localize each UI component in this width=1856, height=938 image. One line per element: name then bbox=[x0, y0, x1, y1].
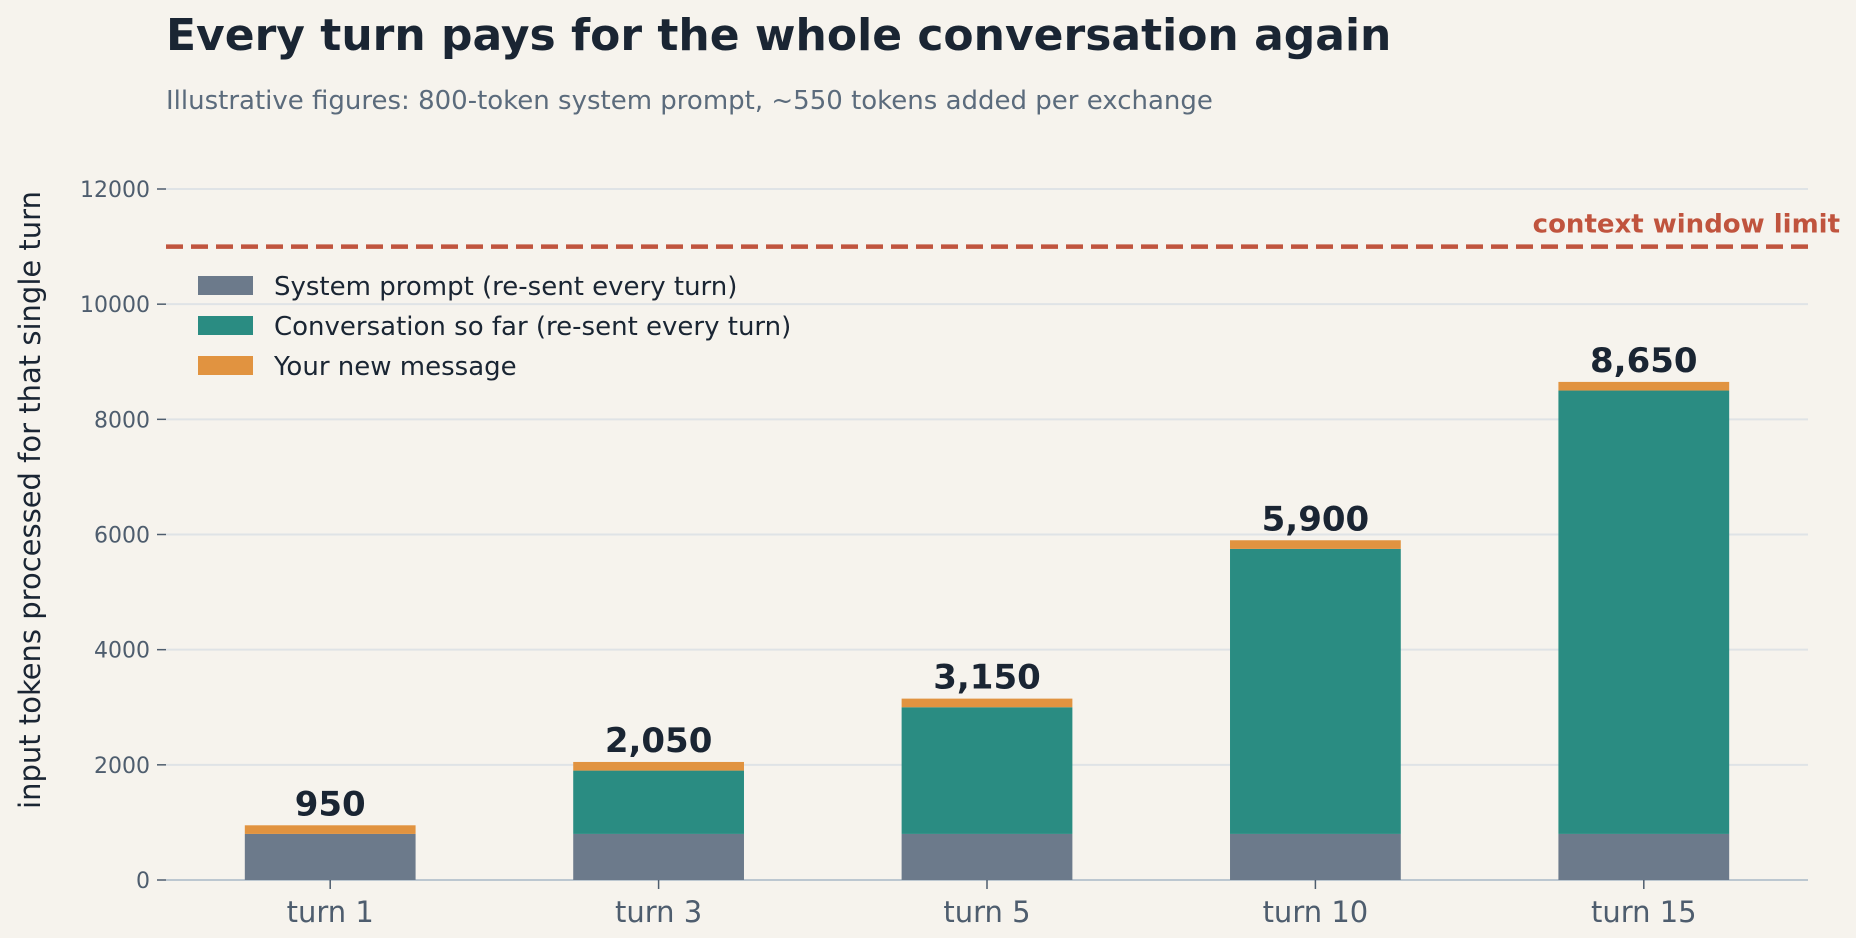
y-tick-label: 4000 bbox=[94, 639, 150, 664]
x-axis-ticks: turn 1 turn 3 turn 5 turn 10 turn 15 bbox=[287, 880, 1697, 929]
legend-swatch bbox=[198, 316, 253, 335]
bar-segment-conversation bbox=[573, 770, 744, 834]
legend: System prompt (re-sent every turn) Conver… bbox=[198, 272, 791, 382]
bar-segment-system-prompt bbox=[244, 833, 416, 880]
x-tick-label: turn 1 bbox=[287, 895, 374, 929]
x-tick-label: turn 3 bbox=[615, 895, 702, 929]
y-tick-label: 6000 bbox=[94, 524, 150, 549]
bar-segment-new-message bbox=[1230, 540, 1401, 549]
x-tick-label: turn 10 bbox=[1263, 895, 1369, 929]
bar-segment-conversation bbox=[1230, 548, 1401, 834]
bar-segment-new-message bbox=[573, 761, 744, 771]
bar-segment-system-prompt bbox=[1230, 833, 1401, 880]
bars bbox=[244, 381, 1730, 880]
gridlines bbox=[166, 188, 1808, 881]
y-tick-label: 8000 bbox=[94, 408, 150, 433]
y-tick-label: 0 bbox=[136, 869, 150, 894]
x-tick-label: turn 5 bbox=[943, 895, 1030, 929]
bar-segment-new-message bbox=[1558, 381, 1730, 391]
context-limit-label: context window limit bbox=[1533, 210, 1840, 240]
bar-total-label: 2,050 bbox=[605, 721, 713, 761]
bar-segment-system-prompt bbox=[573, 833, 744, 880]
bar-segment-new-message bbox=[244, 825, 416, 834]
bar-total-label: 5,900 bbox=[1262, 499, 1370, 539]
context-limit-line-group: context window limit bbox=[166, 210, 1840, 249]
bar-segment-conversation bbox=[901, 707, 1073, 834]
y-tick-label: 10000 bbox=[80, 293, 150, 318]
total-labels: 950 2,050 3,150 5,900 8,650 bbox=[295, 341, 1698, 824]
chart-title: Every turn pays for the whole conversati… bbox=[166, 10, 1391, 61]
bar-total-label: 3,150 bbox=[933, 658, 1041, 698]
legend-label: Your new message bbox=[273, 352, 517, 382]
legend-label: System prompt (re-sent every turn) bbox=[274, 272, 737, 302]
legend-swatch bbox=[198, 276, 253, 295]
legend-label: Conversation so far (re-sent every turn) bbox=[274, 312, 791, 342]
y-tick-label: 2000 bbox=[94, 754, 150, 779]
y-axis-ticks: 0 2000 4000 6000 8000 10000 12000 bbox=[80, 178, 166, 894]
chart-subtitle: Illustrative figures: 800-token system p… bbox=[166, 86, 1213, 116]
bar-segment-system-prompt bbox=[1558, 833, 1730, 880]
bar-total-label: 950 bbox=[295, 784, 366, 824]
bar-segment-conversation bbox=[1558, 390, 1730, 834]
x-tick-label: turn 15 bbox=[1591, 895, 1697, 929]
bar-total-label: 8,650 bbox=[1590, 341, 1698, 381]
y-tick-label: 12000 bbox=[80, 178, 150, 203]
y-axis-label: input tokens processed for that single t… bbox=[13, 191, 47, 809]
bar-segment-new-message bbox=[901, 698, 1073, 708]
legend-swatch bbox=[198, 356, 253, 375]
bar-segment-system-prompt bbox=[901, 833, 1073, 880]
